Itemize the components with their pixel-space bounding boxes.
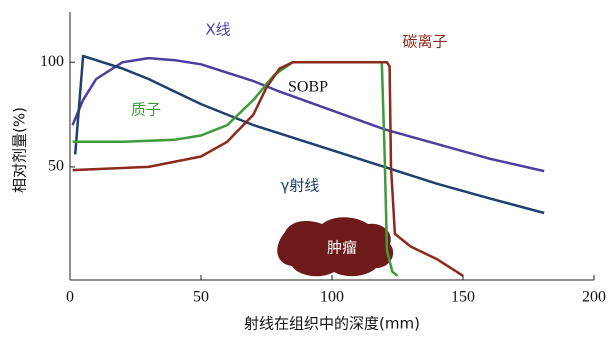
series-label: γ射线 xyxy=(281,177,320,195)
x-tick-label: 0 xyxy=(66,289,74,306)
x-axis-label: 射线在组织中的深度(mm) xyxy=(244,315,420,333)
series-label: X线 xyxy=(205,21,230,39)
y-axis-label: 相对剂量(%) xyxy=(11,107,29,193)
y-tick-label: 100 xyxy=(40,53,64,70)
sobp-label: SOBP xyxy=(288,79,328,96)
series-label: 质子 xyxy=(131,101,161,119)
x-tick-label: 200 xyxy=(582,289,606,306)
x-tick-label: 150 xyxy=(451,289,475,306)
series-line xyxy=(73,62,463,275)
x-tick-label: 100 xyxy=(320,289,344,306)
x-tick-label: 50 xyxy=(193,289,209,306)
y-tick-label: 50 xyxy=(48,158,64,175)
chart: 肿瘤 SOBP 射线在组织中的深度(mm) 相对剂量(%) 0 50 100 150 2… xyxy=(0,0,611,337)
tumor-label: 肿瘤 xyxy=(327,239,357,257)
series-label: 碳离子 xyxy=(402,33,447,51)
